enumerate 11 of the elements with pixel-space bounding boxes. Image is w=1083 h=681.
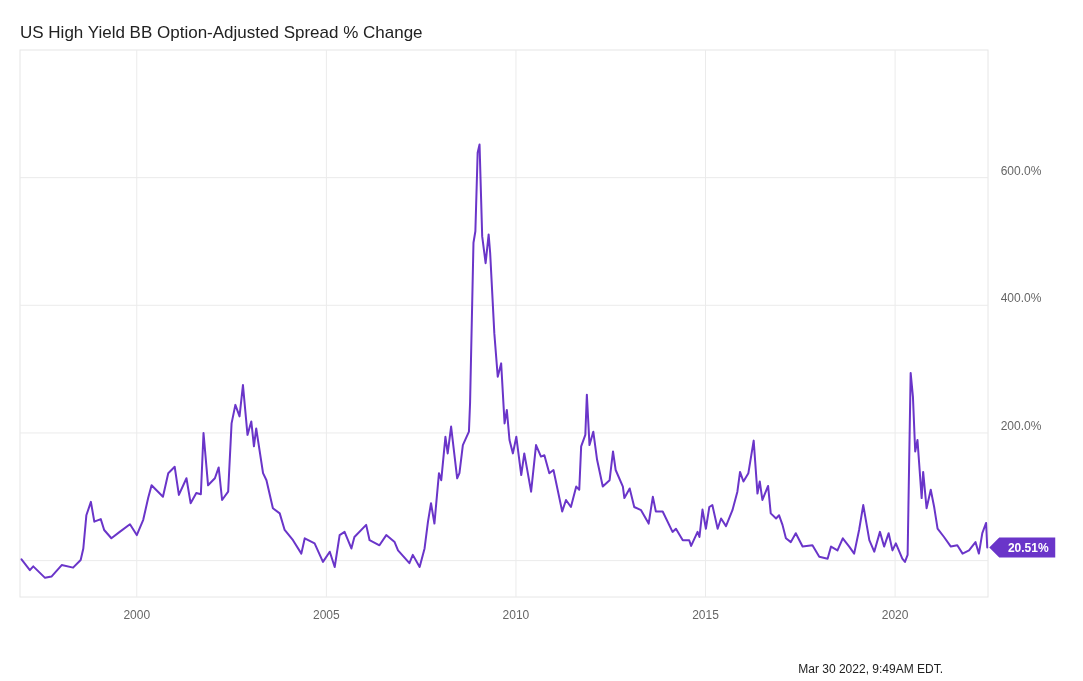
x-tick-label: 2020 [881, 608, 909, 622]
x-tick-label: 2010 [502, 608, 530, 622]
text: Mar 30 2022, 9:49AM EDT. [798, 662, 943, 676]
x-tick-label: 2005 [313, 608, 341, 622]
annotation: 20.51% [1007, 541, 1049, 556]
y-tick-label: 200.0% [1000, 418, 1042, 433]
chart-title: US High Yield BB Option-Adjusted Spread % Change [20, 23, 423, 42]
x-tick-label: 2015 [692, 608, 720, 622]
x-tick-label: 2000 [123, 608, 151, 622]
y-tick-label: 600.0% [1000, 163, 1042, 178]
y-tick-label: 400.0% [1000, 291, 1042, 306]
